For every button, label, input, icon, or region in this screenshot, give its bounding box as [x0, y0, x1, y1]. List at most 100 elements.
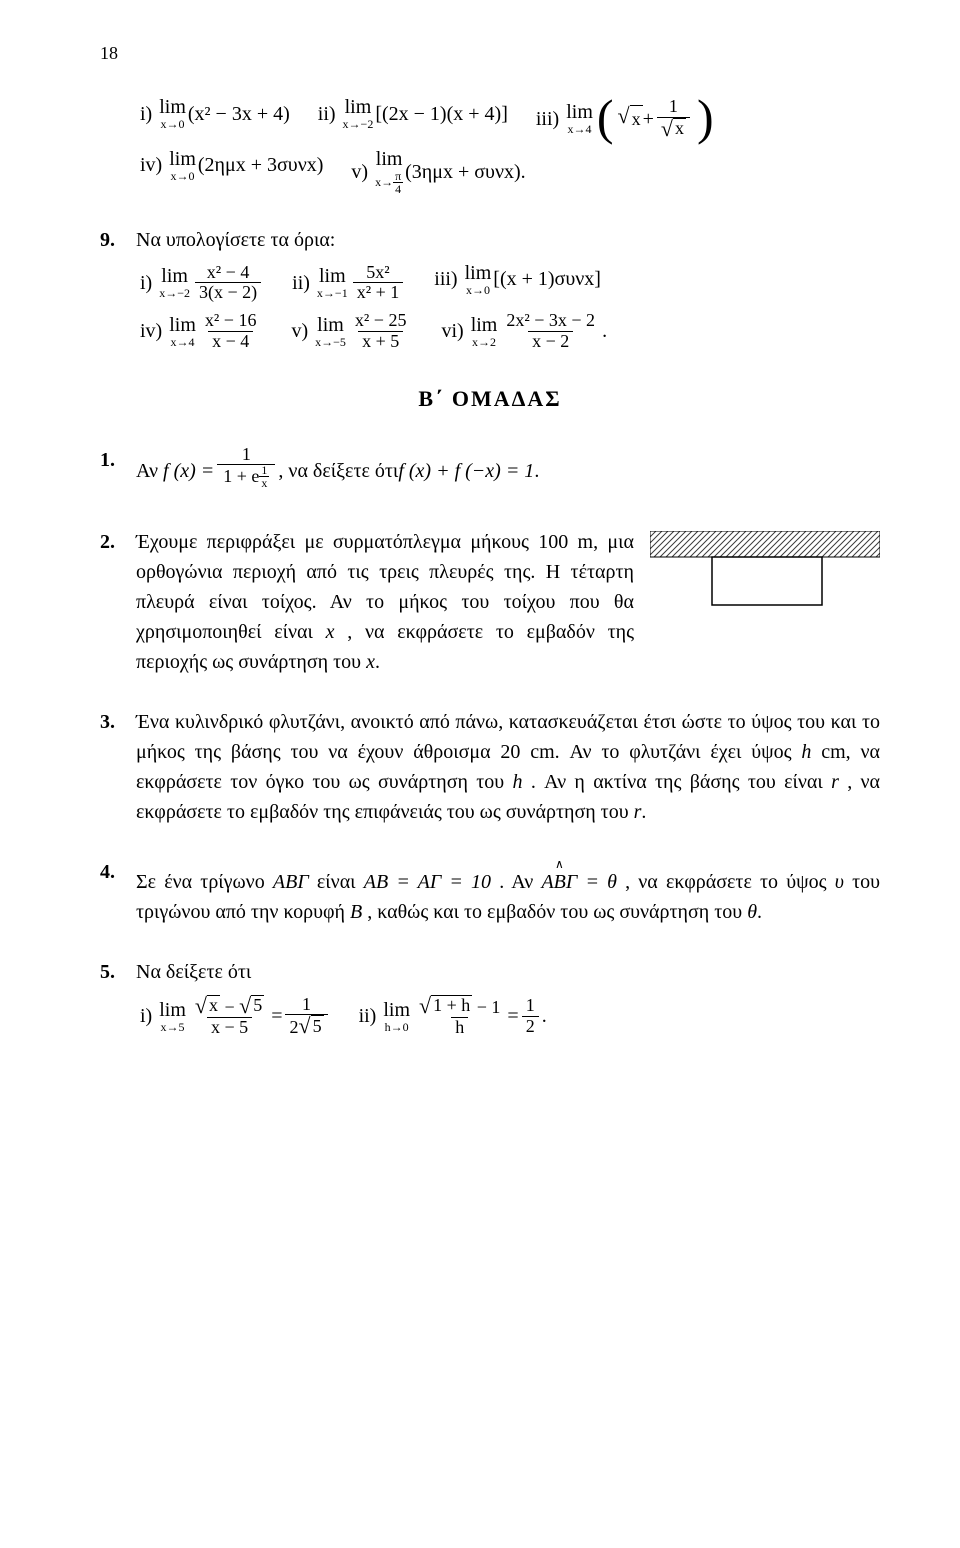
- rhs: f (x) + f (−x) = 1: [398, 456, 534, 486]
- tail-dot: .: [757, 901, 762, 923]
- expr-body: (3ημx + συνx).: [405, 157, 526, 187]
- label: v): [291, 316, 308, 346]
- sqrt-icon: √ x: [618, 105, 643, 133]
- expr-body: [(2x − 1)(x + 4)]: [375, 99, 508, 129]
- text: , να εκφράσετε το ύψος: [625, 871, 835, 893]
- tail-dot: .: [534, 456, 539, 486]
- exercise-a-item-iv: iv) lim x→0 (2ημx + 3συνx): [140, 149, 323, 183]
- expr-body: (x² − 3x + 4): [188, 99, 290, 129]
- page-number: 18: [100, 40, 880, 67]
- tail-dot: .: [602, 316, 607, 346]
- exercise-9-row-2: iv) limx→4 x² − 16 x − 4 v) limx→−5 x² −…: [140, 311, 880, 352]
- exercise-title: Να υπολογίσετε τα όρια:: [136, 225, 880, 255]
- label: iv): [140, 150, 162, 180]
- plus-sign: +: [643, 104, 654, 134]
- label: ii): [318, 99, 336, 129]
- fraction: 2x² − 3x − 2 x − 2: [502, 311, 599, 352]
- exercise-9-item-i: i) limx→−2 x² − 4 3(x − 2): [140, 263, 264, 304]
- lim-icon: lim x→4: [566, 102, 593, 136]
- text: , να δείξετε ότι: [278, 456, 398, 486]
- text: Σε ένα τρίγωνο: [136, 871, 273, 893]
- exercise-a-row-1: i) lim x→0 (x² − 3x + 4) ii) lim x→−2 [(…: [140, 97, 880, 141]
- label: ii): [292, 268, 310, 298]
- exercise-a-row-2: iv) lim x→0 (2ημx + 3συνx) v) lim x→ π 4: [140, 149, 880, 195]
- exercise-a-item-iii: iii) lim x→4 ( √ x + 1: [536, 97, 716, 141]
- exercise-9-row-1: i) limx→−2 x² − 4 3(x − 2) ii) limx→−1 5…: [140, 263, 880, 304]
- text: είναι: [317, 871, 364, 893]
- exercise-9: 9. Να υπολογίσετε τα όρια: i) limx→−2 x²…: [100, 225, 880, 352]
- equals: =: [271, 1001, 282, 1031]
- vertex-B: Β: [350, 901, 362, 923]
- exercise-number: 5.: [100, 957, 128, 987]
- exercise-9-item-vi: vi) limx→2 2x² − 3x − 2 x − 2 .: [441, 311, 607, 352]
- fence-figure: [650, 531, 880, 621]
- exercise-9-heading: 9. Να υπολογίσετε τα όρια:: [100, 225, 880, 255]
- var-r: r: [831, 771, 839, 793]
- eq2: = θ: [585, 871, 616, 893]
- label: i): [140, 268, 152, 298]
- exercise-a-item-ii: ii) lim x→−2 [(2x − 1)(x + 4)]: [318, 97, 508, 131]
- lim-icon: lim x→−2: [343, 97, 374, 131]
- triangle: ΑΒΓ: [273, 871, 309, 893]
- text: , καθώς και το εμβαδόν του ως συνάρτηση …: [367, 901, 747, 923]
- expr-body: (2ημx + 3συνx): [198, 150, 324, 180]
- exercise-9-item-iv: iv) limx→4 x² − 16 x − 4: [140, 311, 263, 352]
- text: Ένα κυλινδρικό φλυτζάνι, ανοικτό από πάν…: [136, 711, 880, 763]
- equals: =: [507, 1001, 518, 1031]
- fraction: x² − 25 x + 5: [351, 311, 411, 352]
- fraction: 1 √ x: [657, 97, 690, 141]
- lim-icon: lim x→0: [169, 149, 196, 183]
- fraction: √1 + h − 1 h: [415, 995, 504, 1039]
- fraction: √x − √5 x − 5: [191, 995, 268, 1039]
- exercise-9-item-iii: iii) limx→0 [(x + 1)συνx]: [434, 263, 601, 297]
- tail-dot: .: [542, 1001, 547, 1031]
- lhs: f (x) =: [163, 456, 214, 486]
- exercise-b5-row: i) limx→5 √x − √5 x − 5 = 1 2√5: [140, 995, 880, 1039]
- exercise-b2: 2. Έχουμε περιφράξει με συρματόπλεγμα μή…: [100, 527, 880, 677]
- var-theta: θ: [747, 901, 757, 923]
- exercise-a: i) lim x→0 (x² − 3x + 4) ii) lim x→−2 [(…: [140, 97, 880, 195]
- var-h: h: [801, 741, 811, 763]
- exercise-9-item-ii: ii) limx→−1 5x² x² + 1: [292, 263, 406, 304]
- text: Αν: [136, 456, 158, 486]
- angle-abg: ∧ ΑΒΓ: [541, 857, 577, 897]
- label: iii): [536, 104, 559, 134]
- exercise-number: 4.: [100, 857, 128, 887]
- fraction: x² − 4 3(x − 2): [195, 263, 261, 304]
- exercise-9-item-v: v) limx→−5 x² − 25 x + 5: [291, 311, 413, 352]
- label: v): [351, 157, 368, 187]
- exercise-number: 2.: [100, 527, 128, 557]
- text: . Αν: [499, 871, 541, 893]
- exercise-number: 1.: [100, 445, 128, 475]
- fraction: 5x² x² + 1: [353, 263, 404, 304]
- var-h: h: [513, 771, 523, 793]
- exercise-b4: 4. Σε ένα τρίγωνο ΑΒΓ είναι ΑΒ = ΑΓ = 10…: [100, 857, 880, 927]
- exercise-b5: 5. Να δείξετε ότι i) limx→5 √x − √5 x − …: [100, 957, 880, 1039]
- fraction: 1 1 + e 1 x: [217, 445, 275, 497]
- hat-icon: ∧: [555, 855, 564, 873]
- exercise-a-item-v: v) lim x→ π 4 (3ημx + συνx).: [351, 149, 525, 195]
- fraction: x² − 16 x − 4: [201, 311, 261, 352]
- label: vi): [441, 316, 463, 346]
- lim-icon: lim x→0: [159, 97, 186, 131]
- fraction: 1 2: [522, 996, 539, 1037]
- label: i): [140, 99, 152, 129]
- tail-dot: .: [375, 651, 380, 673]
- section-b-title: Β΄ ΟΜΑΔΑΣ: [100, 382, 880, 415]
- exercise-number: 3.: [100, 707, 128, 737]
- text: . Αν η ακτίνα της βάσης του είναι: [531, 771, 831, 793]
- var-x-end: x: [366, 651, 375, 673]
- var-u: υ: [835, 871, 844, 893]
- exercise-number: 9.: [100, 225, 128, 255]
- expr-body: [(x + 1)συνx]: [493, 264, 601, 294]
- label: i): [140, 1001, 152, 1031]
- exercise-b3: 3. Ένα κυλινδρικό φλυτζάνι, ανοικτό από …: [100, 707, 880, 827]
- exercise-a-item-i: i) lim x→0 (x² − 3x + 4): [140, 97, 290, 131]
- big-paren: ( √ x + 1 √ x: [597, 97, 714, 141]
- exercise-title: Να δείξετε ότι: [136, 957, 880, 987]
- tail-dot: .: [641, 801, 646, 823]
- var-x: x: [326, 621, 335, 643]
- label: iv): [140, 316, 162, 346]
- eq1: ΑΒ = ΑΓ = 10: [364, 871, 491, 893]
- exercise-b1: 1. Αν f (x) = 1 1 + e 1 x , να δείξετε ό…: [100, 445, 880, 497]
